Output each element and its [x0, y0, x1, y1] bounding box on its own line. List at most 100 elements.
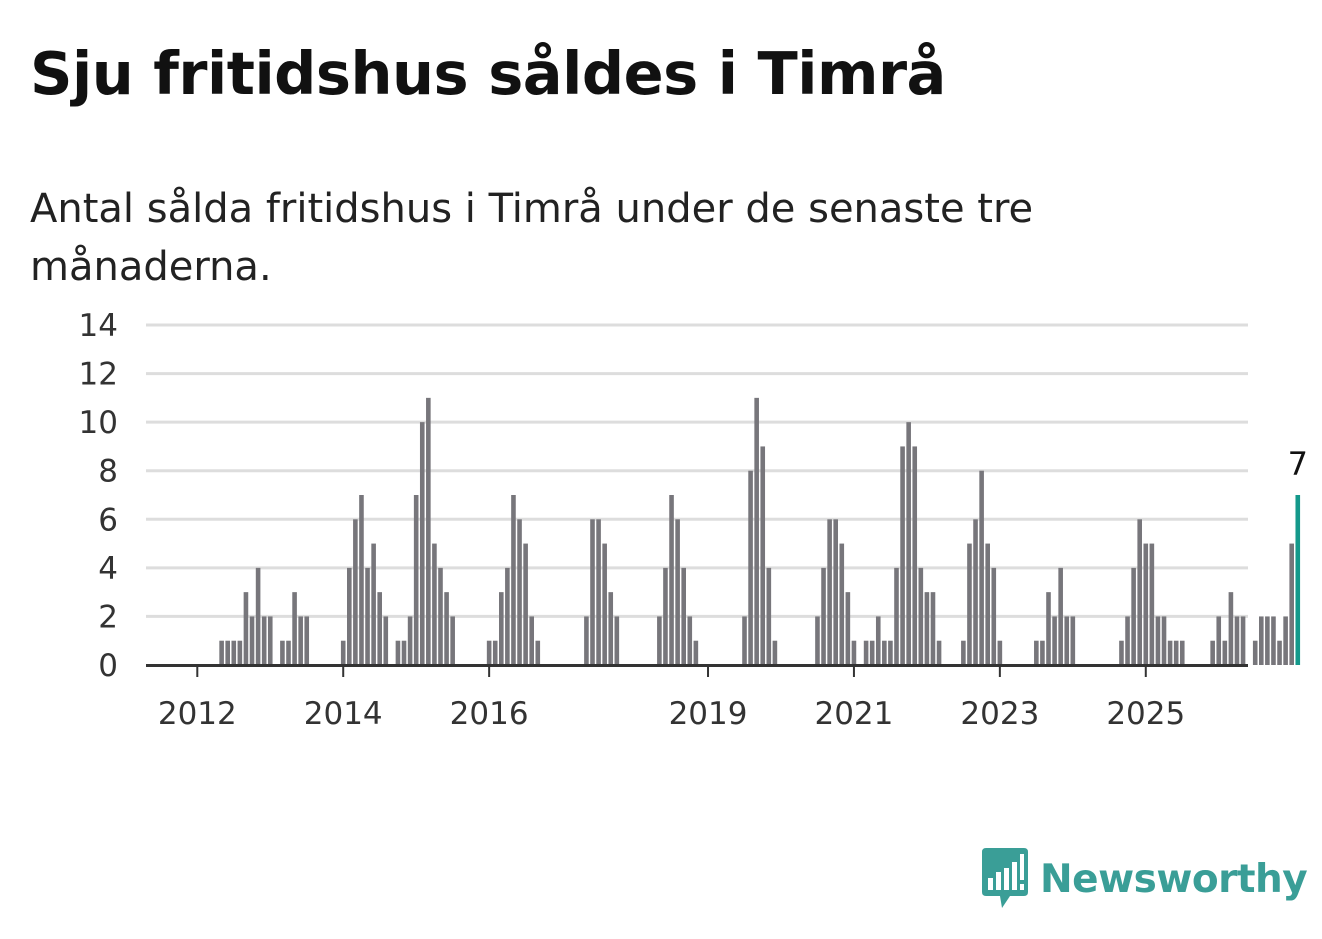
bar [365, 567, 370, 665]
bar [298, 616, 303, 665]
bar [693, 640, 699, 665]
bar [225, 640, 230, 665]
y-tick-label: 12 [79, 357, 118, 393]
bar [1228, 592, 1234, 665]
bar [413, 495, 419, 665]
y-tick-label: 10 [79, 405, 118, 441]
bar [486, 640, 492, 665]
y-tick-label: 4 [98, 551, 118, 587]
y-tick-label: 8 [98, 454, 118, 490]
bar [900, 446, 905, 665]
bar [863, 640, 869, 665]
bar [882, 640, 887, 665]
bar [1289, 543, 1294, 665]
y-tick-label: 0 [98, 648, 118, 684]
bar [1259, 616, 1264, 665]
bar [492, 640, 498, 665]
bar [748, 470, 753, 665]
bar [219, 640, 224, 665]
bar [1271, 616, 1276, 665]
bar [1277, 640, 1282, 665]
bar [596, 519, 601, 665]
bar [432, 543, 437, 665]
bar [821, 567, 826, 665]
bars [219, 397, 1301, 665]
bar [505, 567, 510, 665]
bar [991, 567, 997, 665]
bar [517, 519, 522, 665]
bar [742, 616, 747, 665]
bar [1034, 640, 1039, 665]
bar [1252, 640, 1258, 665]
bar [1052, 616, 1057, 665]
bar [1119, 640, 1124, 665]
bar [249, 616, 255, 665]
bar [450, 616, 455, 665]
bar [1210, 640, 1215, 665]
newsworthy-logo: Newsworthy [980, 848, 1308, 910]
bar [353, 519, 358, 665]
bar [602, 543, 607, 665]
bar [936, 640, 942, 665]
x-tick-label: 2016 [450, 696, 529, 732]
y-tick-label: 2 [98, 599, 118, 635]
bar [1283, 616, 1288, 665]
bar [1040, 640, 1045, 665]
bar [839, 543, 845, 665]
bar [304, 616, 310, 665]
bar [1131, 567, 1136, 665]
bar [1149, 543, 1155, 665]
y-tick-label: 14 [79, 308, 118, 344]
bar [1240, 616, 1246, 665]
bar [985, 543, 990, 665]
bar [1155, 616, 1161, 665]
x-tick-label: 2012 [158, 696, 237, 732]
bar [967, 543, 972, 665]
bar [1125, 616, 1130, 665]
bar [523, 543, 528, 665]
bar [395, 640, 401, 665]
bar [280, 640, 285, 665]
bar [669, 495, 674, 665]
bar [267, 616, 273, 665]
bar [894, 567, 899, 665]
bar [1179, 640, 1185, 665]
grid-lines [146, 323, 1248, 618]
bar [657, 616, 662, 665]
bar [1161, 616, 1167, 665]
bar [1070, 616, 1076, 665]
x-tick-label: 2019 [669, 696, 748, 732]
x-tick-label: 2023 [960, 696, 1039, 732]
bar [833, 519, 838, 665]
bar [875, 616, 881, 665]
x-tick-label: 2014 [304, 696, 383, 732]
bar [888, 640, 893, 665]
bar [231, 640, 237, 665]
bar [419, 422, 425, 665]
chart-subtitle: Antal sålda fritidshus i Timrå under de … [30, 186, 1034, 290]
bar [237, 640, 243, 665]
bar [681, 567, 686, 665]
bar [1265, 616, 1270, 665]
bar [1058, 567, 1063, 665]
bar [1137, 519, 1142, 665]
bar [973, 519, 978, 665]
bar [912, 446, 918, 665]
bar [760, 446, 766, 665]
bar [426, 397, 431, 665]
bar [371, 543, 376, 665]
bar [1046, 592, 1051, 665]
x-axis: 2012 2014 2016 2019 2021 2023 2025 [146, 664, 1248, 732]
bar-chart: 0 2 4 6 8 10 12 14 2012 2014 2016 2019 2021 2023 2025… [79, 308, 1308, 732]
bar [347, 567, 352, 665]
bar [930, 592, 936, 665]
bar [1216, 616, 1222, 665]
bar [383, 616, 389, 665]
bar [511, 495, 516, 665]
y-tick-label: 6 [98, 502, 118, 538]
bar [292, 592, 297, 665]
x-tick-label: 2021 [814, 696, 893, 732]
bar [979, 470, 984, 665]
bar [1167, 640, 1173, 665]
bar [687, 616, 693, 665]
